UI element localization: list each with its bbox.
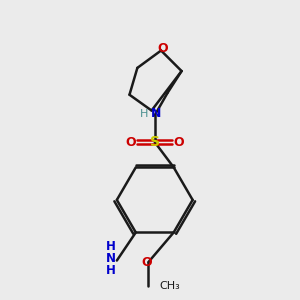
Text: S: S [150, 135, 160, 149]
Text: O: O [157, 42, 168, 56]
Text: O: O [142, 256, 152, 268]
Text: CH₃: CH₃ [160, 281, 180, 291]
Text: N: N [151, 107, 161, 120]
Text: H
N
H: H N H [106, 240, 116, 278]
Text: O: O [126, 136, 136, 148]
Text: H: H [140, 109, 148, 119]
Text: O: O [173, 136, 184, 148]
